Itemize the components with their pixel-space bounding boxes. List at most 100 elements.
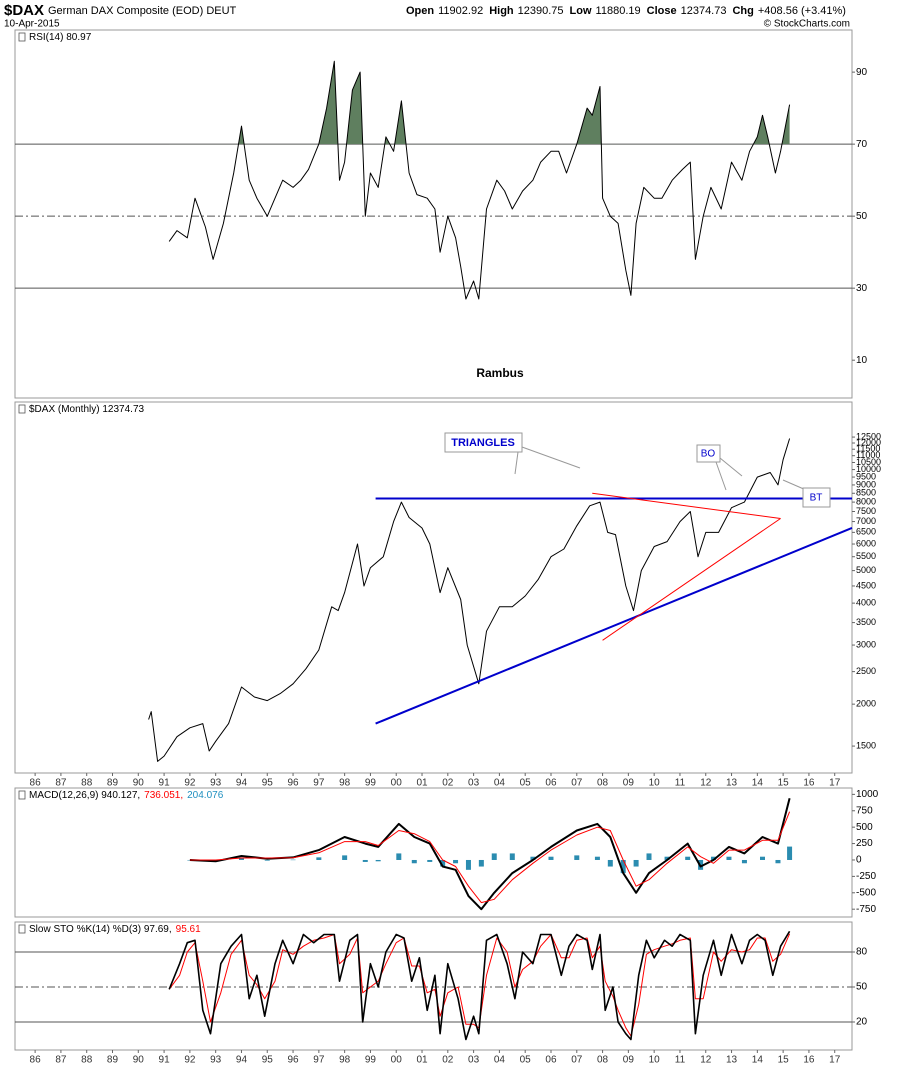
x-tick-label: 14 xyxy=(752,778,764,789)
y-tick-label: 8000 xyxy=(856,496,876,506)
series-line xyxy=(189,798,791,911)
panel: $DAX (Monthly) 12374.7315002000250030003… xyxy=(14,401,881,789)
x-tick-label: 99 xyxy=(365,778,377,789)
x-tick-label: 92 xyxy=(184,1055,196,1066)
trend-line xyxy=(592,492,781,519)
x-tick-label: 00 xyxy=(391,778,403,789)
histogram-bar xyxy=(290,859,296,861)
panel-label-part: Slow STO %K(14) %D(3) 97.69, xyxy=(29,924,172,935)
histogram-bar xyxy=(316,857,322,860)
x-tick-label: 03 xyxy=(468,778,480,789)
histogram-bar xyxy=(574,855,580,860)
x-tick-label: 96 xyxy=(287,1055,299,1066)
quote-label: Close xyxy=(647,5,677,17)
y-tick-label: 1000 xyxy=(856,789,879,800)
y-tick-label: 70 xyxy=(856,139,868,150)
y-tick-label: 8500 xyxy=(856,488,876,498)
x-tick-label: 15 xyxy=(778,778,790,789)
quote-value: 11902.92 xyxy=(438,5,483,17)
y-tick-label: 6000 xyxy=(856,538,876,548)
histogram-bar xyxy=(607,859,613,867)
x-tick-label: 89 xyxy=(107,778,119,789)
x-tick-label: 04 xyxy=(494,1055,506,1066)
histogram-bar xyxy=(509,853,515,860)
histogram-bar xyxy=(396,853,402,860)
panels: RSI(14) 80.97 Rambus 10 30 50 70 90 $DAX (Month… xyxy=(14,29,881,1066)
x-tick-label: 89 xyxy=(107,1055,119,1066)
y-tick-label: 250 xyxy=(856,838,873,849)
x-tick-label: 86 xyxy=(30,778,42,789)
histogram-bar xyxy=(187,859,193,861)
quote-label: Open xyxy=(406,5,434,17)
x-tick-label: 02 xyxy=(442,778,454,789)
x-tick-label: 16 xyxy=(803,1055,815,1066)
histogram-bar xyxy=(411,859,417,864)
x-tick-label: 05 xyxy=(520,778,532,789)
y-tick-label: 9000 xyxy=(856,479,876,489)
histogram-bar xyxy=(530,856,536,860)
y-tick-label: 2500 xyxy=(856,666,876,676)
quote-value: 12390.75 xyxy=(518,5,564,17)
x-tick-label: 87 xyxy=(55,778,67,789)
panel-label-part: 95.61 xyxy=(176,924,201,935)
callout-pointer xyxy=(715,461,727,491)
panel: MACD(12,26,9) 940.127, 736.051, 204.076 -75… xyxy=(14,787,879,918)
x-tick-label: 95 xyxy=(262,1055,274,1066)
panel-label-part: MACD(12,26,9) 940.127, xyxy=(29,790,140,801)
x-tick-label: 10 xyxy=(649,1055,661,1066)
histogram-bar xyxy=(646,853,652,860)
histogram-bar xyxy=(465,859,471,870)
y-tick-label: 80 xyxy=(856,947,868,958)
histogram-bar xyxy=(548,856,554,860)
x-tick-label: 13 xyxy=(726,1055,738,1066)
x-tick-label: 92 xyxy=(184,778,196,789)
x-tick-label: 05 xyxy=(520,1055,532,1066)
x-tick-label: 04 xyxy=(494,778,506,789)
panel-label-part: 736.051, xyxy=(144,790,183,801)
x-tick-label: 91 xyxy=(159,778,171,789)
histogram-bar xyxy=(633,859,639,867)
quote: Open 11902.92 High 12390.75 Low 11880.19 Close… xyxy=(406,5,846,17)
panel-label-part: $DAX (Monthly) 12374.73 xyxy=(29,404,145,415)
symbol-name: German DAX Composite (EOD) DEUT xyxy=(48,5,237,17)
y-tick-label: 5500 xyxy=(856,551,876,561)
panel-frame xyxy=(14,921,853,1051)
x-tick-label: 06 xyxy=(545,778,557,789)
panel-frame xyxy=(14,29,853,399)
trend-line xyxy=(375,527,853,725)
y-tick-label: 750 xyxy=(856,805,873,816)
y-tick-label: 5000 xyxy=(856,565,876,575)
y-tick-label: 50 xyxy=(856,211,868,222)
callout-text: BT xyxy=(810,493,823,504)
y-tick-label: 90 xyxy=(856,67,868,78)
callout-box xyxy=(696,444,721,463)
histogram-bar xyxy=(741,859,747,864)
histogram-bar xyxy=(710,856,716,860)
panel: RSI(14) 80.97 Rambus 10 30 50 70 90 xyxy=(14,29,868,399)
x-tick-label: 98 xyxy=(339,778,351,789)
y-tick-label: 11000 xyxy=(856,450,880,460)
x-tick-label: 06 xyxy=(545,1055,557,1066)
histogram-bar xyxy=(759,856,765,860)
y-tick-label: 30 xyxy=(856,283,868,294)
series-line xyxy=(168,933,791,1037)
y-tick-label: 10000 xyxy=(856,464,881,474)
histogram-bar xyxy=(362,859,368,862)
x-tick-label: 00 xyxy=(391,1055,403,1066)
panel: Slow STO %K(14) %D(3) 97.69, 95.61 20 50 80 8… xyxy=(14,921,868,1066)
callout-box xyxy=(802,487,831,508)
histogram-bar xyxy=(427,859,433,862)
panel-frame xyxy=(14,787,853,918)
x-tick-label: 09 xyxy=(623,778,635,789)
x-tick-label: 88 xyxy=(81,1055,93,1066)
histogram-bar xyxy=(238,858,244,860)
x-tick-label: 12 xyxy=(700,1055,712,1066)
histogram-bar xyxy=(620,859,626,874)
x-tick-label: 11 xyxy=(675,778,686,789)
x-tick-label: 88 xyxy=(81,778,93,789)
y-tick-label: 3000 xyxy=(856,639,876,649)
x-tick-label: 07 xyxy=(571,778,583,789)
label-icon xyxy=(18,32,26,42)
x-tick-label: 08 xyxy=(597,1055,609,1066)
